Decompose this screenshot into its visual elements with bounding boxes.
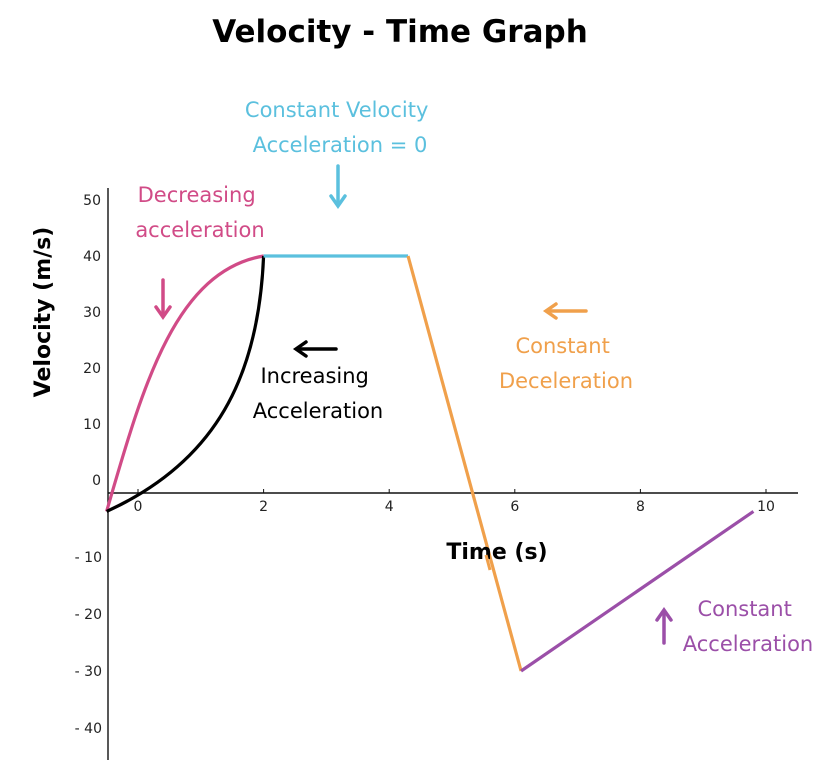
series-decreasing-acceleration: [105, 254, 264, 512]
arrow-down-icon-cyan: [329, 164, 347, 210]
x-ticks: 0 2 4 6 8 10: [134, 489, 775, 515]
annotation-deceleration-line2: Deceleration: [499, 369, 633, 393]
arrow-down-icon-pink: [154, 278, 172, 321]
y-tick-label-negative: - 20: [75, 607, 102, 623]
x-tick-label: 0: [134, 499, 143, 515]
annotation-increasing-line1: Increasing: [260, 364, 368, 388]
series-constant-acceleration: [520, 510, 755, 673]
y-tick-label: 10: [83, 417, 101, 433]
series-increasing-acceleration: [105, 255, 266, 513]
chart-title: Velocity - Time Graph: [212, 14, 588, 50]
y-tick-label-negative: - 40: [75, 721, 102, 737]
arrow-up-icon-purple: [655, 606, 673, 645]
x-tick-label: 10: [757, 499, 775, 515]
annotation-increasing-acceleration: Increasing Acceleration: [253, 364, 384, 423]
annotation-constant-velocity: Constant Velocity Acceleration = 0: [245, 98, 435, 157]
y-ticks-negative: - 10 - 20 - 30 - 40: [75, 550, 102, 737]
annotation-decreasing-line2: acceleration: [135, 218, 264, 242]
y-tick-label-negative: - 30: [75, 664, 102, 680]
x-tick-label: 2: [259, 499, 268, 515]
y-ticks-positive: 0 10 20 30 40 50: [83, 193, 101, 489]
annotation-acceleration-line2: Acceleration: [683, 632, 814, 656]
arrow-left-icon-orange: [542, 302, 588, 320]
y-tick-label-negative: - 10: [75, 550, 102, 566]
x-tick-label: 8: [636, 499, 645, 515]
y-tick-label: 20: [83, 361, 101, 377]
annotation-decreasing-acceleration: Decreasing acceleration: [135, 183, 264, 242]
x-tick-label: 6: [510, 499, 519, 515]
annotation-deceleration-line1: Constant: [515, 334, 609, 358]
annotation-acceleration-line1: Constant: [697, 597, 791, 621]
y-axis-label: Velocity (m/s): [31, 227, 56, 398]
y-tick-label: 0: [92, 473, 101, 489]
y-tick-label: 30: [83, 305, 101, 321]
x-axis-label: Time (s): [446, 540, 547, 565]
y-tick-label: 40: [83, 249, 101, 265]
annotation-decreasing-line1: Decreasing: [138, 183, 256, 207]
annotation-constant-acceleration: Constant Acceleration: [683, 597, 814, 656]
x-tick-label: 4: [385, 499, 394, 515]
arrow-left-icon-black: [292, 340, 338, 358]
annotation-constant-deceleration: Constant Deceleration: [499, 334, 633, 393]
y-tick-label: 50: [83, 193, 101, 209]
series-constant-deceleration: [406, 255, 523, 672]
annotation-increasing-line2: Acceleration: [253, 399, 384, 423]
annotation-constant-velocity-line1: Constant Velocity: [245, 98, 428, 122]
annotation-constant-velocity-line2: Acceleration = 0: [253, 133, 428, 157]
deceleration-overlap-line: [484, 554, 492, 571]
